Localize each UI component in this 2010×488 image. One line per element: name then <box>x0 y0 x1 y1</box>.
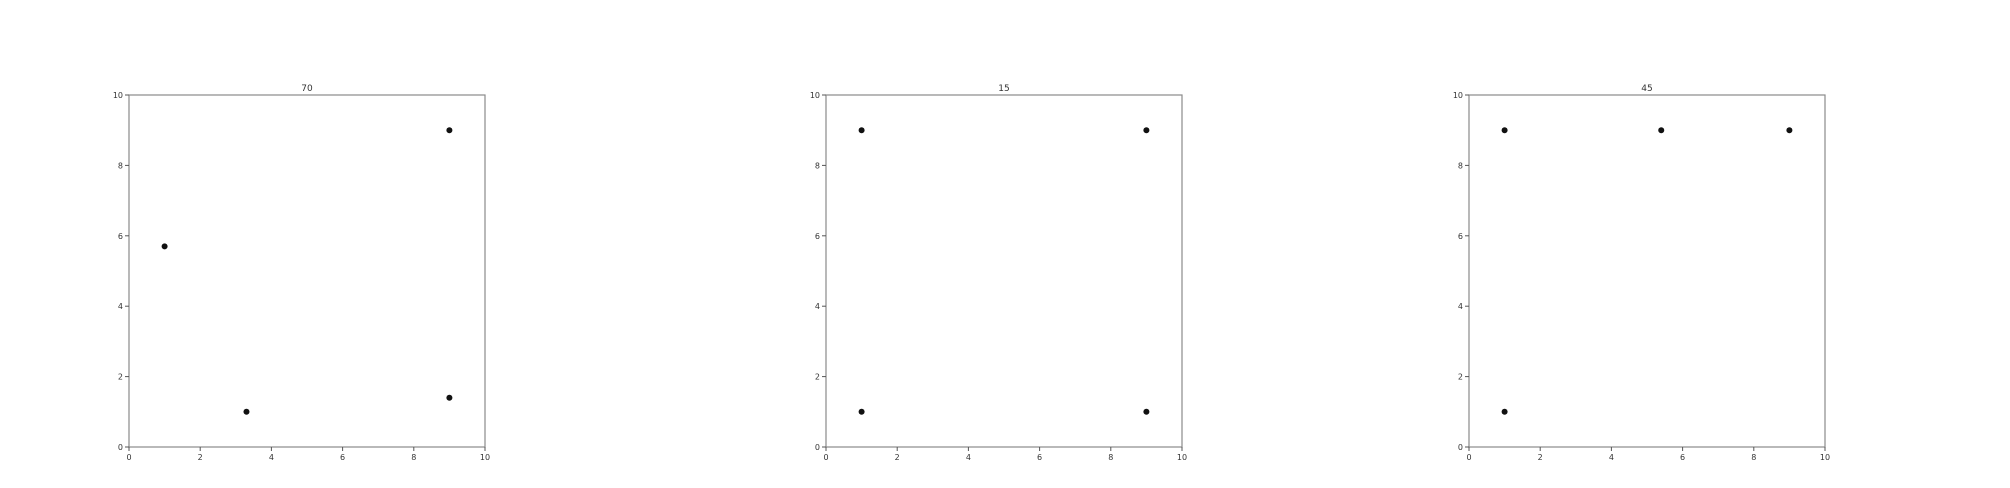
data-point <box>858 127 865 134</box>
data-point <box>243 408 250 415</box>
y-tick-label: 0 <box>1458 443 1463 452</box>
x-tick-label: 6 <box>1680 453 1685 462</box>
y-tick-label: 0 <box>118 443 123 452</box>
data-point <box>161 243 168 250</box>
x-tick-label: 8 <box>1108 453 1113 462</box>
plot-title: 15 <box>998 84 1009 94</box>
y-tick-label: 10 <box>113 91 123 100</box>
x-tick-label: 0 <box>823 453 828 462</box>
plot-frame <box>128 94 486 448</box>
x-tick-label: 2 <box>1538 453 1543 462</box>
data-point <box>1143 127 1150 134</box>
y-tick-label: 10 <box>810 91 820 100</box>
y-tick-label: 8 <box>815 161 820 170</box>
subplot-1: 70 0 2 4 6 8 10 0 2 4 6 8 10 <box>113 84 490 462</box>
x-tick-label: 0 <box>126 453 131 462</box>
data-point <box>1501 408 1508 415</box>
y-tick-label: 2 <box>1458 373 1463 382</box>
x-tick-label: 4 <box>269 453 274 462</box>
plot-frame <box>1468 94 1826 448</box>
x-tick-label: 10 <box>1820 453 1830 462</box>
y-tick-label: 8 <box>118 161 123 170</box>
subplot-3: 45 0 2 4 6 8 10 0 2 4 6 8 10 <box>1453 84 1830 462</box>
data-point <box>1501 127 1508 134</box>
x-tick-label: 8 <box>1751 453 1756 462</box>
x-tick-label: 4 <box>966 453 971 462</box>
y-tick-label: 4 <box>118 302 123 311</box>
data-point <box>446 127 453 134</box>
x-tick-label: 10 <box>480 453 490 462</box>
x-tick-label: 10 <box>1177 453 1187 462</box>
x-tick-label: 8 <box>411 453 416 462</box>
data-point <box>1658 127 1665 134</box>
x-tick-label: 6 <box>1037 453 1042 462</box>
data-point <box>446 394 453 401</box>
plot-title: 45 <box>1641 84 1652 94</box>
y-tick-label: 2 <box>118 373 123 382</box>
y-tick-label: 6 <box>118 232 123 241</box>
x-tick-label: 0 <box>1466 453 1471 462</box>
data-point <box>1786 127 1793 134</box>
data-point <box>858 408 865 415</box>
plot-frame <box>825 94 1183 448</box>
x-tick-label: 2 <box>895 453 900 462</box>
subplot-2: 15 0 2 4 6 8 10 0 2 4 6 8 10 <box>810 84 1187 462</box>
x-tick-label: 2 <box>198 453 203 462</box>
data-point <box>1143 408 1150 415</box>
y-tick-label: 4 <box>815 302 820 311</box>
y-tick-label: 4 <box>1458 302 1463 311</box>
y-tick-label: 6 <box>1458 232 1463 241</box>
y-tick-label: 2 <box>815 373 820 382</box>
y-tick-label: 0 <box>815 443 820 452</box>
y-tick-label: 6 <box>815 232 820 241</box>
y-tick-label: 8 <box>1458 161 1463 170</box>
plot-title: 70 <box>301 84 313 94</box>
x-tick-label: 4 <box>1609 453 1614 462</box>
x-tick-label: 6 <box>340 453 345 462</box>
y-tick-label: 10 <box>1453 91 1463 100</box>
